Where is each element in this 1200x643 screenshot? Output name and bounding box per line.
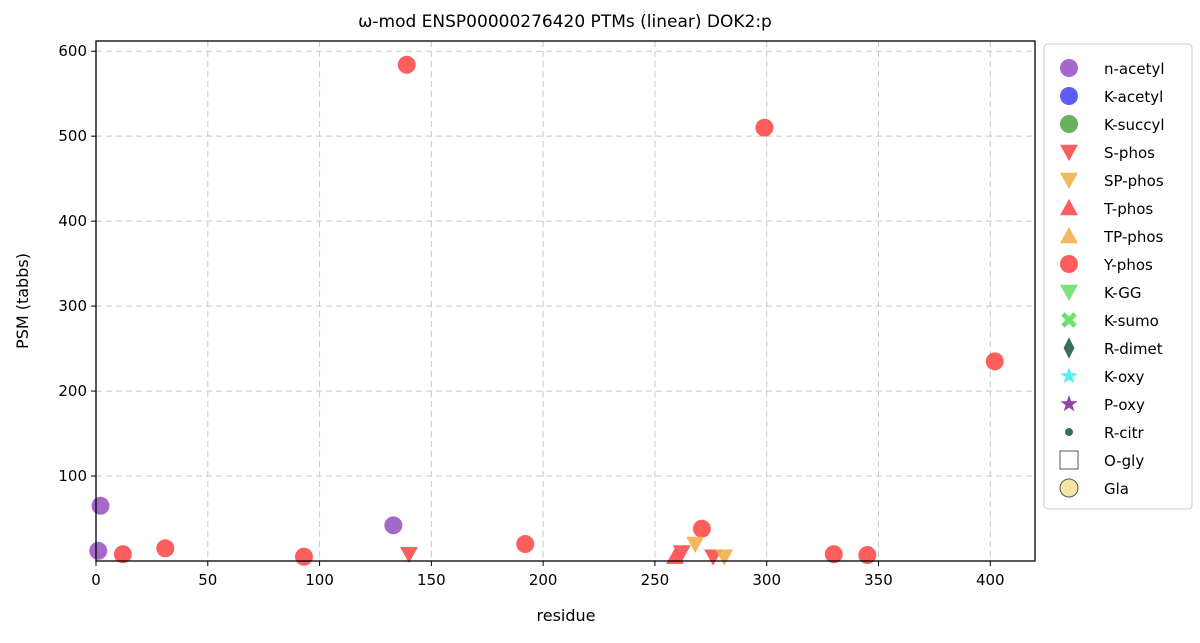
legend-marker-o-gly: [1059, 450, 1079, 470]
legend-marker-k-succyl: [1060, 115, 1078, 133]
y-tick-label: 100: [58, 467, 87, 485]
data-point-s-phos: [400, 547, 418, 564]
plot-frame: [95, 40, 1036, 562]
legend-marker-s-phos: [1060, 144, 1078, 161]
x-axis-label: residue: [537, 606, 596, 625]
data-point-t-phos: [666, 547, 685, 564]
legend-label: K-oxy: [1104, 368, 1145, 386]
legend-label: K-acetyl: [1104, 88, 1163, 106]
data-point-y-phos: [755, 118, 774, 137]
data-point-y-phos: [113, 545, 132, 564]
x-tick-label: 350: [864, 571, 893, 589]
legend-marker-y-phos: [1060, 255, 1078, 273]
legend-label: K-sumo: [1104, 312, 1159, 330]
y-tick-label: 200: [58, 382, 87, 400]
y-tick-label: 400: [58, 212, 87, 230]
data-point-y-phos: [397, 55, 416, 74]
data-point-y-phos: [692, 519, 711, 538]
legend-marker-k-oxy: [1060, 367, 1078, 384]
legend-marker-p-oxy: [1060, 395, 1078, 412]
data-point-sp-phos: [686, 536, 705, 554]
data-point-s-phos: [672, 545, 691, 562]
y-tick-label: 500: [58, 127, 87, 145]
legend-label: K-GG: [1104, 284, 1141, 302]
legend-label: R-citr: [1104, 424, 1145, 442]
data-point-y-phos: [858, 546, 877, 565]
x-tick-label: 150: [417, 571, 446, 589]
data-point-y-phos: [985, 352, 1004, 371]
legend-marker-tp-phos: [1060, 227, 1078, 244]
legend-marker-r-dimet: [1063, 337, 1075, 359]
data-point-n-acetyl: [384, 516, 403, 535]
legend-label: Y-phos: [1103, 256, 1153, 274]
legend-label: R-dimet: [1104, 340, 1163, 358]
legend-label: T-phos: [1103, 200, 1153, 218]
legend-marker-k-gg: [1060, 284, 1078, 301]
legend-label: P-oxy: [1104, 396, 1145, 414]
legend-label: K-succyl: [1104, 116, 1165, 134]
legend-label: O-gly: [1104, 452, 1144, 470]
data-point-y-phos: [824, 545, 843, 564]
y-tick-label: 600: [58, 42, 87, 60]
legend-marker-k-sumo: [1061, 312, 1077, 328]
legend-marker-gla: [1059, 478, 1079, 498]
legend-label: SP-phos: [1104, 172, 1164, 190]
data-point-sp-phos: [715, 549, 734, 566]
x-tick-label: 50: [198, 571, 217, 589]
x-tick-label: 400: [976, 571, 1005, 589]
x-tick-label: 0: [91, 571, 101, 589]
y-axis-label: PSM (tabbs): [13, 253, 32, 349]
data-point-y-phos: [156, 539, 175, 558]
data-point-n-acetyl: [91, 496, 110, 515]
legend-label: TP-phos: [1103, 228, 1163, 246]
data-point-n-acetyl: [89, 541, 108, 560]
chart-title: ω-mod ENSP00000276420 PTMs (linear) DOK2…: [358, 12, 772, 32]
x-tick-label: 300: [752, 571, 781, 589]
x-tick-label: 200: [529, 571, 558, 589]
legend-label: Gla: [1104, 480, 1129, 498]
legend-marker-sp-phos: [1060, 172, 1078, 189]
data-point-y-phos: [516, 535, 535, 554]
legend: [1043, 43, 1193, 510]
data-point-y-phos: [294, 547, 313, 566]
x-tick-label: 250: [641, 571, 670, 589]
x-tick-label: 100: [305, 571, 334, 589]
legend-marker-r-citr: [1065, 428, 1073, 436]
legend-marker-t-phos: [1060, 199, 1078, 216]
y-tick-label: 300: [58, 297, 87, 315]
legend-marker-n-acetyl: [1060, 59, 1078, 77]
legend-label: n-acetyl: [1104, 60, 1165, 78]
legend-label: S-phos: [1104, 144, 1155, 162]
legend-marker-k-acetyl: [1060, 87, 1078, 105]
